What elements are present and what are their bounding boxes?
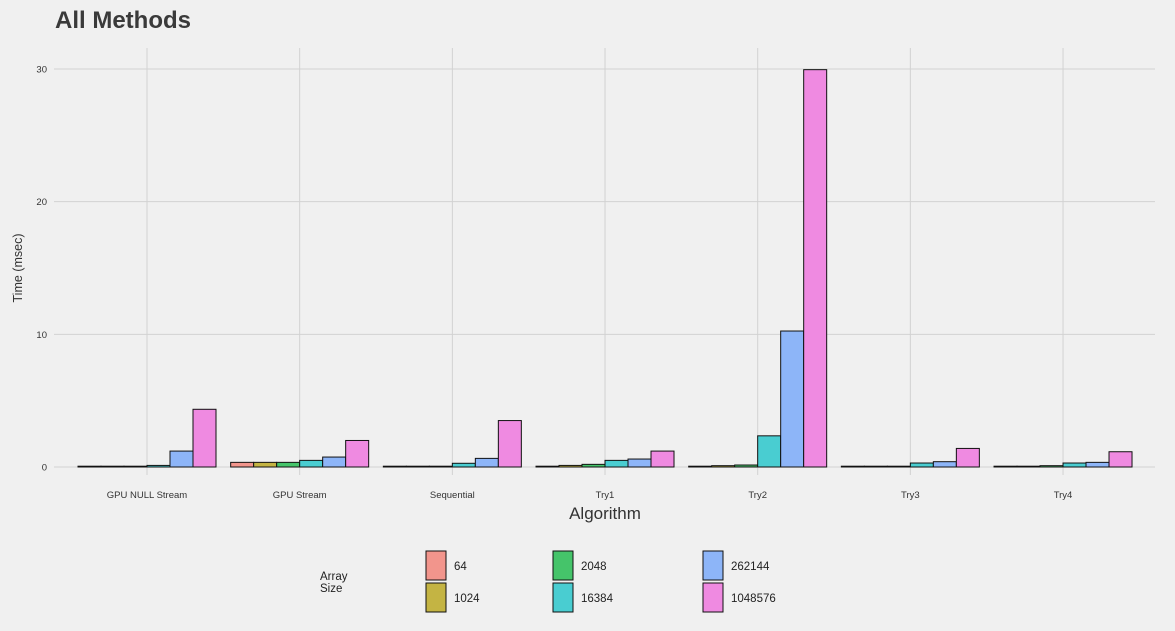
grid-lines bbox=[54, 48, 1155, 475]
bar bbox=[1108, 451, 1133, 468]
bar bbox=[711, 465, 736, 468]
bar bbox=[451, 462, 476, 468]
x-tick-label: GPU NULL Stream bbox=[107, 490, 188, 501]
legend-label: 262144 bbox=[731, 561, 770, 573]
bar bbox=[405, 465, 430, 468]
bar bbox=[780, 330, 805, 468]
bar bbox=[558, 464, 583, 468]
x-tick-label: Sequential bbox=[430, 490, 475, 501]
legend-label: 1024 bbox=[454, 593, 480, 605]
legend-swatch bbox=[702, 550, 724, 581]
bar bbox=[627, 458, 652, 468]
y-tick-label: 10 bbox=[36, 330, 47, 341]
x-tick-label: GPU Stream bbox=[273, 490, 327, 501]
legend-title-line2: Size bbox=[320, 583, 342, 595]
bar bbox=[581, 463, 606, 468]
legend-swatch bbox=[552, 582, 574, 613]
bar bbox=[688, 465, 713, 468]
bar bbox=[932, 461, 957, 468]
bar bbox=[474, 457, 499, 468]
y-tick-label: 20 bbox=[36, 197, 47, 208]
legend-swatch bbox=[425, 550, 447, 581]
legend-swatch bbox=[425, 582, 447, 613]
y-tick-label: 30 bbox=[36, 65, 47, 76]
x-tick-label: Try2 bbox=[748, 490, 767, 501]
y-axis-title: Time (msec) bbox=[11, 234, 25, 303]
bar bbox=[253, 461, 278, 468]
bar bbox=[276, 461, 301, 468]
bar bbox=[192, 408, 217, 468]
legend-label: 2048 bbox=[581, 561, 607, 573]
bar bbox=[428, 465, 453, 468]
bar bbox=[803, 69, 828, 468]
bar bbox=[1039, 465, 1064, 468]
legend-label: 16384 bbox=[581, 593, 614, 605]
bar bbox=[1085, 461, 1110, 468]
chart-title: All Methods bbox=[55, 7, 191, 34]
bar bbox=[993, 465, 1018, 468]
bar bbox=[146, 464, 171, 468]
legend-label: 1048576 bbox=[731, 593, 776, 605]
x-tick-label: Try4 bbox=[1054, 490, 1073, 501]
bar bbox=[650, 450, 675, 468]
bar bbox=[955, 447, 980, 468]
legend-label: 64 bbox=[454, 561, 467, 573]
bar bbox=[909, 462, 934, 468]
bar bbox=[1062, 462, 1087, 468]
y-tick-labels: 0 10 20 30 bbox=[36, 65, 47, 474]
x-tick-label: Try1 bbox=[596, 490, 615, 501]
bar bbox=[299, 459, 324, 468]
legend-title-line1: Array bbox=[320, 571, 348, 583]
bar bbox=[382, 465, 407, 468]
bar bbox=[757, 435, 782, 468]
y-tick-label: 0 bbox=[42, 463, 47, 474]
bar bbox=[535, 465, 560, 468]
bar bbox=[840, 465, 865, 468]
bar bbox=[345, 439, 370, 468]
bar bbox=[322, 456, 347, 468]
x-tick-label: Try3 bbox=[901, 490, 920, 501]
bar bbox=[230, 461, 255, 468]
bar bbox=[497, 420, 522, 468]
bar bbox=[123, 465, 148, 468]
legend: Array Size 64 1024 2048 16384 262144 1048576 bbox=[320, 550, 776, 613]
bar bbox=[604, 459, 629, 468]
legend-swatch bbox=[702, 582, 724, 613]
bar bbox=[77, 465, 102, 468]
bar bbox=[863, 465, 888, 468]
x-axis-title: Algorithm bbox=[569, 504, 641, 523]
legend-swatch bbox=[552, 550, 574, 581]
bar bbox=[734, 464, 759, 468]
bar bbox=[886, 465, 911, 468]
x-tick-labels: GPU NULL Stream GPU Stream Sequential Try1 T… bbox=[107, 490, 1073, 501]
bar bbox=[1016, 465, 1041, 468]
bars bbox=[77, 69, 1133, 468]
bar bbox=[100, 465, 125, 468]
bar bbox=[169, 450, 194, 468]
